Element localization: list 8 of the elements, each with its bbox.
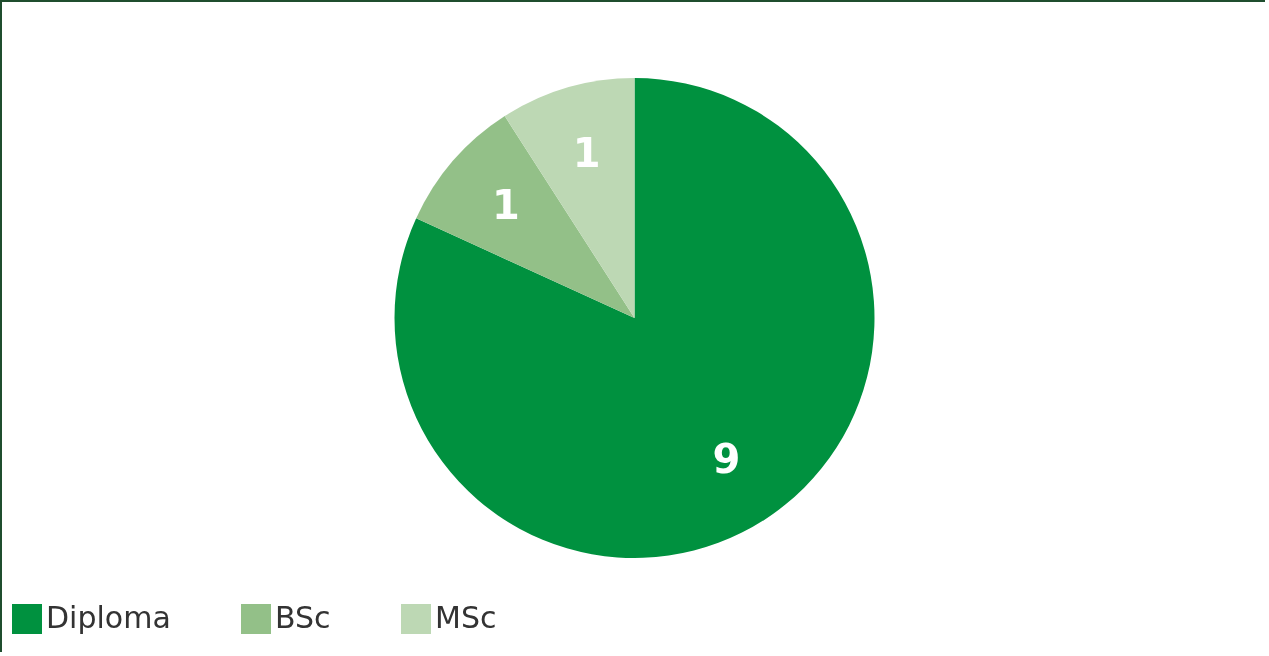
data-label: 9 xyxy=(712,436,741,483)
legend-label: BSc xyxy=(275,600,331,635)
pie-slice xyxy=(416,116,635,318)
pie-slice xyxy=(394,78,875,558)
legend-label: MSc xyxy=(435,600,497,635)
data-label: 1 xyxy=(492,181,520,228)
data-label: 1 xyxy=(572,129,601,176)
legend-label: Diploma xyxy=(46,600,171,635)
